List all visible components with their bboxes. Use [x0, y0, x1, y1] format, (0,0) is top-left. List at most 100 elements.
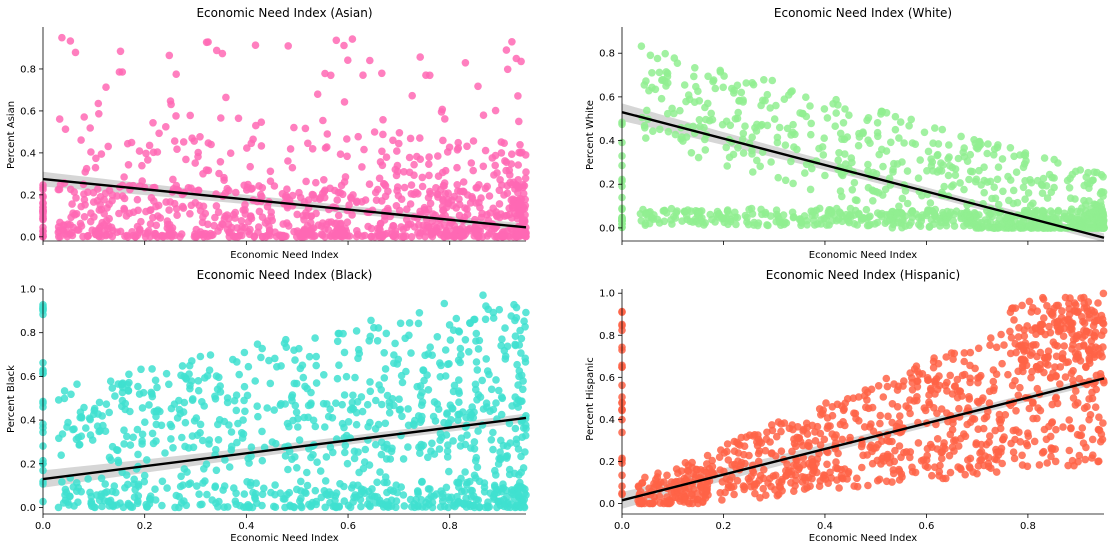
scatter-point	[986, 341, 994, 349]
scatter-point	[1024, 432, 1033, 440]
scatter-point	[1088, 454, 1096, 462]
scatter-point	[867, 385, 876, 394]
scatter-point	[321, 423, 329, 431]
scatter-point	[407, 349, 415, 357]
scatter-point	[502, 166, 510, 175]
scatter-point	[737, 433, 746, 442]
scatter-point	[848, 158, 856, 167]
scatter-point	[472, 225, 481, 234]
scatter-point	[939, 161, 947, 169]
scatter-point	[212, 466, 221, 475]
scatter-point	[266, 167, 275, 176]
scatter-point	[1090, 224, 1098, 232]
scatter-point	[743, 218, 751, 226]
scatter-point	[402, 367, 410, 376]
scatter-point	[352, 420, 361, 429]
scatter-point	[521, 448, 529, 456]
scatter-point	[1006, 327, 1014, 336]
scatter-point	[496, 455, 505, 464]
scatter-point	[441, 346, 450, 354]
scatter-point	[1072, 387, 1080, 395]
scatter-point	[387, 496, 396, 504]
scatter-point	[319, 116, 327, 125]
scatter-point	[733, 114, 742, 123]
scatter-point	[244, 362, 253, 371]
scatter-point	[791, 471, 800, 479]
scatter-point	[400, 232, 408, 241]
scatter-point	[177, 472, 185, 481]
scatter-point	[977, 218, 986, 227]
y-axis-label: Percent White	[585, 100, 596, 170]
scatter-point	[487, 436, 496, 444]
scatter-point	[441, 372, 450, 380]
scatter-point	[1038, 449, 1047, 457]
scatter-point	[495, 200, 504, 208]
scatter-point	[381, 419, 390, 428]
scatter-point	[923, 167, 931, 175]
scatter-point	[692, 82, 700, 91]
scatter-point	[1068, 329, 1076, 338]
scatter-point	[270, 406, 278, 414]
scatter-point	[788, 447, 796, 456]
scatter-point	[431, 226, 440, 235]
scatter-point	[1086, 209, 1095, 218]
scatter-point	[1004, 224, 1013, 232]
scatter-point	[257, 118, 266, 126]
scatter-point	[230, 484, 238, 492]
scatter-point	[108, 191, 117, 199]
scatter-point	[491, 466, 499, 475]
scatter-point	[191, 230, 199, 238]
scatter-point	[984, 407, 992, 416]
scatter-point	[120, 204, 128, 213]
scatter-point	[91, 227, 100, 235]
scatter-point	[281, 495, 289, 503]
scatter-point	[227, 446, 236, 454]
scatter-point	[862, 205, 871, 214]
scatter-point	[169, 444, 177, 452]
scatter-point	[921, 406, 930, 415]
scatter-point	[263, 404, 271, 412]
scatter-point	[883, 436, 891, 445]
scatter-point	[748, 133, 756, 141]
scatter-point	[1096, 198, 1105, 206]
scatter-point	[806, 102, 814, 110]
scatter-point	[360, 145, 368, 154]
scatter-point	[260, 484, 268, 493]
scatter-point	[118, 68, 127, 76]
scatter-point	[382, 329, 391, 338]
y-tick-label: 0.8	[599, 331, 615, 342]
scatter-point	[196, 500, 204, 509]
scatter-point	[489, 428, 497, 437]
scatter-point	[357, 502, 365, 511]
scatter-point	[766, 212, 775, 220]
scatter-point	[196, 420, 205, 429]
points-layer	[39, 33, 530, 241]
scatter-point	[335, 329, 343, 338]
scatter-point	[483, 182, 492, 191]
scatter-point	[828, 217, 836, 225]
scatter-point	[1076, 166, 1085, 174]
scatter-point	[61, 485, 70, 494]
scatter-point	[964, 404, 972, 412]
scatter-point	[931, 124, 939, 132]
scatter-point	[65, 501, 73, 509]
scatter-point	[960, 185, 968, 194]
scatter-point	[125, 370, 133, 379]
scatter-point	[239, 430, 248, 438]
scatter-point	[1006, 144, 1015, 152]
scatter-point	[311, 486, 320, 495]
scatter-point	[960, 349, 969, 357]
scatter-point	[792, 461, 801, 470]
scatter-point	[760, 76, 768, 84]
scatter-point	[144, 156, 152, 164]
scatter-point	[206, 229, 215, 238]
scatter-point	[946, 468, 955, 477]
scatter-point	[908, 207, 917, 215]
scatter-point	[721, 488, 729, 497]
scatter-point	[77, 414, 86, 422]
scatter-point	[456, 442, 465, 450]
scatter-point	[1019, 217, 1027, 225]
scatter-point	[182, 155, 190, 164]
scatter-point	[993, 175, 1002, 184]
scatter-point	[456, 187, 465, 196]
